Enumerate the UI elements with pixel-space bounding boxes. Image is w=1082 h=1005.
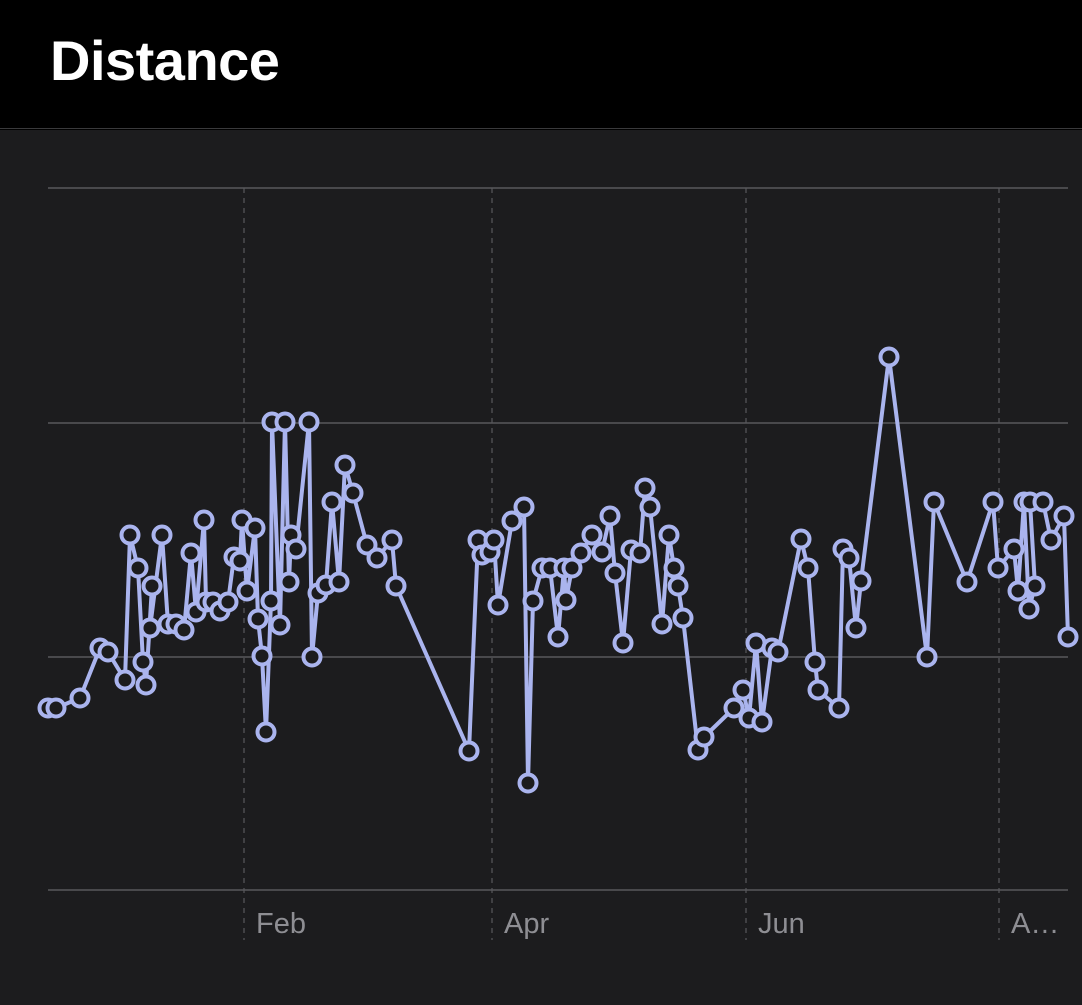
data-point — [217, 591, 239, 613]
data-point — [487, 594, 509, 616]
data-point — [629, 542, 651, 564]
data-point — [797, 557, 819, 579]
data-point — [274, 411, 296, 433]
data-point — [634, 477, 656, 499]
data-point — [328, 571, 350, 593]
data-point — [838, 547, 860, 569]
data-point — [1024, 575, 1046, 597]
data-point — [651, 613, 673, 635]
data-point — [790, 528, 812, 550]
data-point — [604, 562, 626, 584]
data-point — [555, 589, 577, 611]
data-point — [845, 617, 867, 639]
data-point — [247, 608, 269, 630]
page-title: Distance — [50, 29, 280, 92]
data-point — [693, 726, 715, 748]
data-point — [732, 679, 754, 701]
data-point — [334, 454, 356, 476]
data-point — [570, 542, 592, 564]
data-point — [285, 538, 307, 560]
data-point — [173, 619, 195, 641]
data-point — [1018, 598, 1040, 620]
data-point — [298, 411, 320, 433]
data-point — [141, 575, 163, 597]
data-point — [916, 646, 938, 668]
data-point — [255, 721, 277, 743]
data-point — [807, 679, 829, 701]
data-point — [923, 491, 945, 513]
data-point — [69, 687, 91, 709]
data-point — [301, 646, 323, 668]
data-point — [599, 505, 621, 527]
data-point — [982, 491, 1004, 513]
data-point — [483, 529, 505, 551]
data-point — [342, 482, 364, 504]
x-tick-label: Apr — [504, 908, 549, 940]
data-point — [672, 607, 694, 629]
data-point — [251, 645, 273, 667]
data-point — [1003, 538, 1025, 560]
data-point — [767, 641, 789, 663]
data-point — [1053, 505, 1075, 527]
data-point — [561, 557, 583, 579]
data-point — [385, 575, 407, 597]
data-point — [458, 740, 480, 762]
data-point — [581, 524, 603, 546]
data-point — [501, 510, 523, 532]
data-point — [828, 697, 850, 719]
data-point — [1032, 491, 1054, 513]
data-point — [151, 524, 173, 546]
data-point — [547, 626, 569, 648]
header: Distance — [0, 0, 1082, 129]
data-point — [119, 524, 141, 546]
data-point — [260, 590, 282, 612]
data-point — [723, 697, 745, 719]
data-point — [850, 570, 872, 592]
data-point — [97, 641, 119, 663]
data-point — [180, 542, 202, 564]
data-point — [639, 496, 661, 518]
data-point — [663, 557, 685, 579]
data-point — [244, 517, 266, 539]
data-point — [139, 617, 161, 639]
data-point — [658, 524, 680, 546]
data-point — [956, 571, 978, 593]
data-point — [751, 711, 773, 733]
data-point — [132, 651, 154, 673]
x-tick-label: Jun — [758, 908, 805, 940]
data-point — [229, 550, 251, 572]
data-point — [381, 529, 403, 551]
data-point — [269, 614, 291, 636]
data-point — [804, 651, 826, 673]
data-point — [667, 575, 689, 597]
data-point — [513, 496, 535, 518]
data-point — [127, 557, 149, 579]
data-point — [517, 772, 539, 794]
data-point — [878, 346, 900, 368]
data-point — [278, 571, 300, 593]
data-point — [522, 590, 544, 612]
data-point — [135, 674, 157, 696]
x-tick-label: Feb — [256, 908, 306, 940]
data-point — [591, 541, 613, 563]
data-point — [45, 697, 67, 719]
data-point — [236, 580, 258, 602]
data-point — [193, 509, 215, 531]
data-point — [321, 491, 343, 513]
x-tick-label: A… — [1011, 908, 1059, 940]
data-point — [612, 632, 634, 654]
data-point — [366, 547, 388, 569]
data-point — [1040, 529, 1062, 551]
data-point — [114, 669, 136, 691]
data-point — [987, 557, 1009, 579]
data-point — [1007, 580, 1029, 602]
data-point — [1057, 626, 1079, 648]
